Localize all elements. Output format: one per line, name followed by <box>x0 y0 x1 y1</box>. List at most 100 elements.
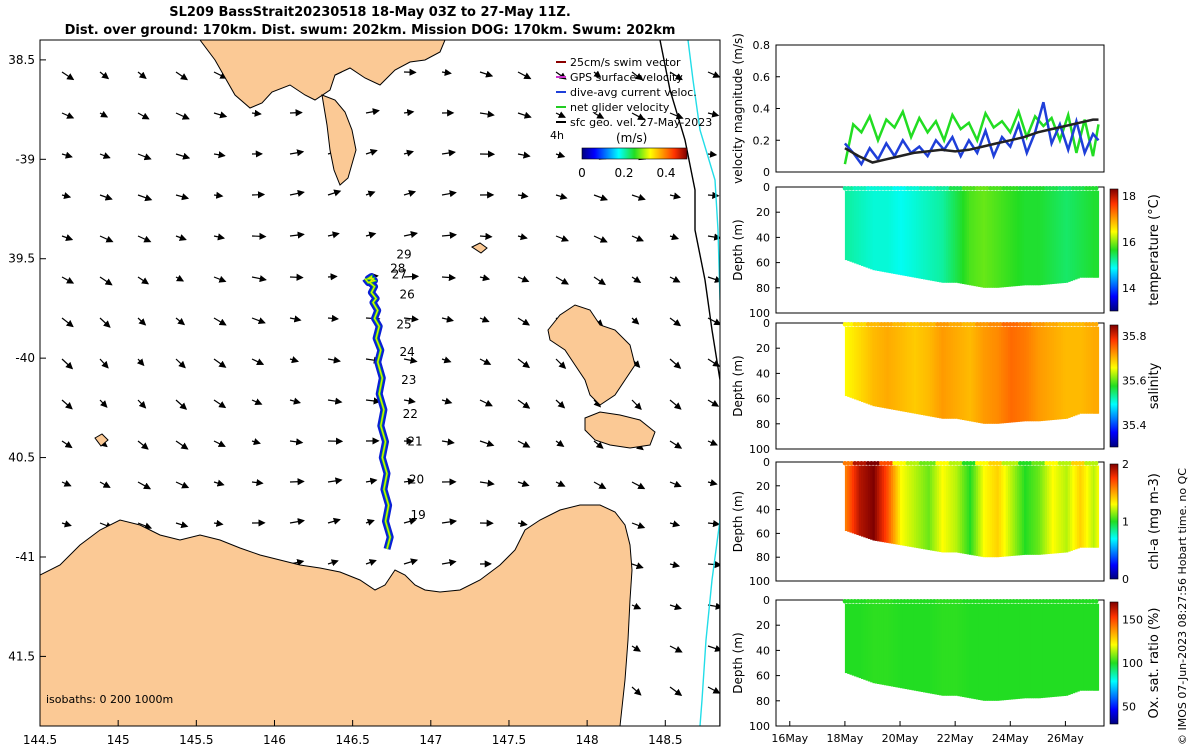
heatmap-cell <box>893 465 897 545</box>
velocity-vector <box>289 478 305 486</box>
heatmap-cell <box>1049 603 1053 698</box>
surface-dot <box>842 186 848 191</box>
velocity-vector <box>289 273 304 281</box>
surface-dot <box>922 322 927 327</box>
heatmap-cell <box>1044 190 1048 285</box>
y-tick-label: 0.4 <box>753 103 771 116</box>
surface-dot <box>1047 186 1053 191</box>
map-axes-box <box>39 39 721 727</box>
heatmap-cell <box>1074 190 1078 280</box>
heatmap-cell <box>1096 603 1099 691</box>
heatmap-cell <box>1053 190 1057 284</box>
heatmap-cell <box>973 326 977 423</box>
lat-tick-label: 38.5 <box>8 53 35 67</box>
surface-dot <box>988 322 993 327</box>
surface-dot <box>925 599 930 604</box>
surface-dot <box>1008 460 1013 466</box>
velocity-vector <box>251 438 261 446</box>
velocity-vector <box>707 439 718 446</box>
day-label: 24 <box>400 345 415 359</box>
speed-colorbar-ticks: 0 0.2 0.4 <box>578 166 675 180</box>
heatmap-cell <box>1007 326 1011 423</box>
surface-dot <box>865 186 871 191</box>
heatmap-cell <box>865 326 869 404</box>
surface-dot <box>1041 322 1046 327</box>
heatmap-cell <box>1060 326 1064 420</box>
surface-dot <box>922 186 927 191</box>
heatmap-cell <box>952 465 956 553</box>
velocity-vector <box>555 439 565 447</box>
velocity-vector <box>327 356 341 364</box>
surface-dot <box>1018 322 1023 327</box>
heatmap-cell <box>934 190 938 282</box>
heatmap-cell <box>909 326 913 413</box>
surface-dot <box>925 460 930 466</box>
heatmap-cell <box>1021 603 1025 699</box>
heatmap-cell <box>1047 326 1050 421</box>
heatmap-cell <box>1049 190 1053 285</box>
y-tick-label: 40 <box>756 367 770 380</box>
heatmap-cell <box>1012 465 1016 556</box>
heatmap-cell <box>895 326 899 411</box>
heatmap-cell <box>902 465 906 546</box>
heatmap-cell <box>959 326 963 420</box>
heatmap-cell <box>925 465 929 550</box>
surface-dot <box>1018 186 1023 191</box>
heatmap-cell <box>998 326 1002 424</box>
surface-dot <box>855 460 861 466</box>
velocity-vector <box>61 520 72 528</box>
velocity-vector <box>517 111 532 119</box>
surface-dot <box>975 599 980 604</box>
surface-dot <box>991 186 996 191</box>
y-tick-label: 80 <box>756 695 770 708</box>
velocity-vector <box>517 233 528 241</box>
heatmap-cell <box>877 465 880 542</box>
heatmap-cell <box>1010 326 1014 423</box>
heatmap-cell <box>1007 603 1011 700</box>
surface-dot <box>918 186 924 191</box>
heatmap-cell <box>851 190 855 263</box>
surface-dot <box>846 186 851 191</box>
heatmap-cell <box>989 465 993 558</box>
surface-dot <box>875 186 881 191</box>
heatmap-cell <box>888 465 892 544</box>
surface-dot <box>862 599 867 604</box>
heatmap-cell <box>1060 603 1064 697</box>
surface-dot <box>1054 322 1059 327</box>
panel-chl-a: 0 20 40 60 80 100 Depth (m) 2 1 0 chl-a (mg m-3) <box>731 456 1162 588</box>
day-label: 28 <box>390 262 405 276</box>
surface-dot <box>1090 599 1096 604</box>
surface-dot <box>1014 460 1020 466</box>
heatmap-cell <box>1014 326 1018 423</box>
y-tick-label: 60 <box>756 527 770 540</box>
surface-dot <box>849 186 854 191</box>
heatmap-cell <box>1017 326 1021 422</box>
heatmap-cell <box>1067 465 1071 552</box>
surface-dot <box>1077 186 1082 191</box>
heatmap-cell <box>1030 465 1034 555</box>
heatmap-cell <box>1028 603 1032 699</box>
heatmap-cell <box>1095 326 1098 414</box>
velocity-vector <box>137 276 150 285</box>
velocity-vector <box>707 686 720 694</box>
heatmap-cell <box>985 190 988 288</box>
heatmap-cell <box>1040 603 1044 699</box>
y-tick-label: 100 <box>749 307 770 320</box>
heatmap-cell <box>1001 190 1004 288</box>
heatmap-cell <box>927 190 931 281</box>
heatmap-cell <box>911 190 915 278</box>
velocity-vector <box>289 356 300 364</box>
figure-title-line2: Dist. over ground: 170km. Dist. swum: 20… <box>64 23 676 38</box>
heatmap-cell <box>1035 326 1039 422</box>
heatmap-cell <box>934 465 938 552</box>
heatmap-cell <box>936 326 940 418</box>
heatmap-cell <box>923 603 926 693</box>
heatmap-cell <box>994 603 998 701</box>
surface-dot <box>968 322 973 327</box>
velocity-vector <box>213 233 226 241</box>
surface-dot <box>1094 599 1099 604</box>
heatmap-cell <box>867 190 871 269</box>
heatmap-cell <box>1021 465 1025 556</box>
surface-dot <box>1061 322 1066 327</box>
